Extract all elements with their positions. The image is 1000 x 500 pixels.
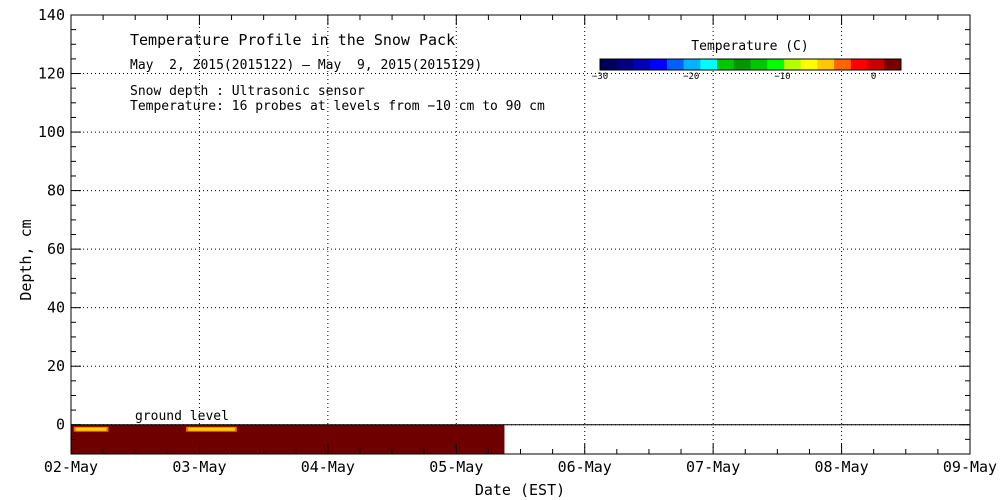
x-tick-label: 03-May: [172, 458, 226, 476]
colorbar-swatch: [750, 59, 768, 70]
grid-lines: [71, 15, 970, 454]
colorbar-swatch: [733, 59, 751, 70]
colorbar-swatch: [767, 59, 785, 70]
y-axis-label: Depth, cm: [17, 219, 35, 300]
plot-frame: [70, 14, 971, 455]
note-temperature-probes: Temperature: 16 probes at levels from −1…: [130, 99, 545, 114]
colorbar-swatch: [717, 59, 735, 70]
y-tick-label: 140: [38, 6, 65, 24]
colorbar-ticks: −30 −20 −10 0: [592, 72, 876, 82]
colorbar-swatch: [700, 59, 718, 70]
colorbar-swatch: [600, 59, 618, 70]
x-axis-label: Date (EST): [475, 481, 565, 499]
colorbar-title: Temperature (C): [691, 39, 808, 54]
colorbar-swatch: [616, 59, 634, 70]
ground-level-annotation: ground level: [135, 409, 229, 424]
colorbar-outline: [599, 58, 902, 71]
x-tick-label: 02-May: [44, 458, 98, 476]
colorbar-tick-label: −30: [592, 72, 608, 82]
colorbar-swatch: [850, 59, 869, 70]
colorbar-swatch: [783, 59, 802, 70]
y-tick-label: 40: [47, 299, 65, 317]
colorbar-swatch: [650, 59, 668, 70]
x-tick-label: 05-May: [429, 458, 483, 476]
colorbar-tick-label: −20: [683, 72, 699, 82]
chart-title: Temperature Profile in the Snow Pack: [130, 31, 455, 49]
colorbar-swatch: [884, 59, 902, 70]
y-tick-label: 60: [47, 240, 65, 258]
x-tick-label: 07-May: [686, 458, 740, 476]
colorbar-swatch: [683, 59, 701, 70]
colorbar-swatch: [800, 59, 818, 70]
colorbar-swatches: [599, 58, 902, 71]
colorbar-swatch: [817, 59, 835, 70]
y-tick-label: 80: [47, 182, 65, 200]
colorbar-tick-label: 0: [871, 72, 876, 82]
heatmap-warm-spot: [188, 427, 235, 431]
x-tick-label: 09-May: [943, 458, 997, 476]
colorbar-tick-label: −10: [774, 72, 790, 82]
x-tick-label: 06-May: [558, 458, 612, 476]
colorbar-swatch: [666, 59, 685, 70]
y-tick-label: 0: [56, 416, 65, 434]
y-tick-label: 100: [38, 123, 65, 141]
heatmap-warm-spot: [75, 427, 107, 431]
heatmap: [71, 424, 505, 454]
x-tick-label: 04-May: [301, 458, 355, 476]
colorbar-swatch: [867, 59, 885, 70]
colorbar-swatch: [834, 59, 852, 70]
heatmap-cell-base: [71, 424, 505, 454]
colorbar-swatch: [633, 59, 651, 70]
chart-subtitle: May 2, 2015(2015122) – May 9, 2015(20151…: [130, 58, 482, 73]
colorbar: Temperature (C) −30 −20 −10 0: [592, 39, 902, 82]
x-axis: 02-May 03-May 04-May 05-May 06-May 07-May 08-M…: [44, 15, 997, 476]
y-tick-label: 20: [47, 357, 65, 375]
x-tick-label: 08-May: [814, 458, 868, 476]
y-axis: 0 20 40 60 80 100 120 140: [38, 6, 970, 455]
y-tick-label: 120: [38, 65, 65, 83]
note-snow-depth: Snow depth : Ultrasonic sensor: [130, 84, 365, 99]
